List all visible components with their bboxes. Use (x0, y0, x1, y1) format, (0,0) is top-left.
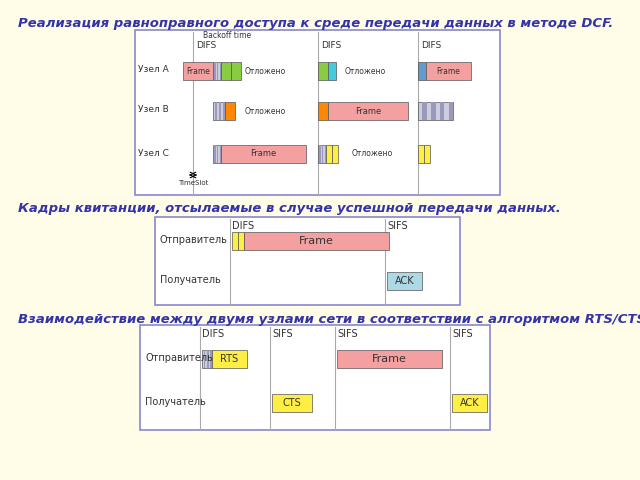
Bar (422, 102, 427, 120)
Bar (183, 62, 213, 80)
Text: Получатель: Получатель (145, 397, 205, 407)
Text: Узел B: Узел B (138, 106, 169, 115)
Bar (135, 30, 500, 195)
Bar (431, 102, 435, 120)
Bar (318, 145, 326, 163)
Bar (219, 102, 221, 120)
Text: TimeSlot: TimeSlot (178, 180, 208, 186)
Bar (387, 272, 422, 290)
Bar (418, 62, 426, 80)
Bar (212, 350, 247, 368)
Bar (221, 145, 306, 163)
Bar (223, 102, 225, 120)
Bar (231, 62, 241, 80)
Text: SIFS: SIFS (387, 221, 408, 231)
Bar (217, 62, 218, 80)
Bar (215, 102, 217, 120)
Bar (244, 232, 389, 250)
Bar (418, 145, 424, 163)
Text: SIFS: SIFS (452, 329, 472, 339)
Text: Отложено: Отложено (344, 67, 386, 75)
Bar (204, 350, 205, 368)
Text: ACK: ACK (460, 398, 479, 408)
Text: Frame: Frame (250, 149, 276, 158)
Text: DIFS: DIFS (196, 41, 216, 50)
Bar (217, 145, 218, 163)
Bar (225, 102, 235, 120)
Text: Реализация равноправного доступа к среде передачи данных в методе DCF.: Реализация равноправного доступа к среде… (18, 17, 613, 30)
Bar (232, 232, 238, 250)
Text: Получатель: Получатель (160, 275, 221, 285)
Text: SIFS: SIFS (272, 329, 292, 339)
Bar (272, 394, 312, 412)
Text: Узел C: Узел C (138, 148, 169, 157)
Text: Frame: Frame (355, 107, 381, 116)
Text: Отправитель: Отправитель (145, 353, 213, 363)
Bar (452, 394, 487, 412)
Text: CTS: CTS (283, 398, 301, 408)
Bar (328, 62, 336, 80)
Text: Отправитель: Отправитель (160, 235, 228, 245)
Bar (326, 145, 332, 163)
Bar (318, 102, 328, 120)
Text: Отложено: Отложено (244, 107, 285, 116)
Text: DIFS: DIFS (232, 221, 254, 231)
Bar (214, 145, 216, 163)
Text: Взаимодействие между двумя узлами сети в соответствии с алгоритмом RTS/CTS: Взаимодействие между двумя узлами сети в… (18, 313, 640, 326)
Text: ACK: ACK (395, 276, 414, 286)
Text: RTS: RTS (220, 354, 239, 364)
Bar (426, 62, 471, 80)
Bar (238, 232, 244, 250)
Bar (207, 350, 209, 368)
Bar (220, 145, 221, 163)
Bar (332, 145, 338, 163)
Bar (220, 62, 221, 80)
Text: Отложено: Отложено (244, 67, 285, 75)
Bar (449, 102, 453, 120)
Bar (440, 102, 444, 120)
Bar (337, 350, 442, 368)
Text: Frame: Frame (299, 236, 334, 246)
Text: Backoff time: Backoff time (203, 31, 251, 40)
Bar (221, 62, 231, 80)
Text: DIFS: DIFS (321, 41, 341, 50)
Bar (211, 350, 212, 368)
Bar (322, 145, 323, 163)
Bar (140, 325, 490, 430)
Text: Отложено: Отложено (351, 149, 392, 158)
Text: Кадры квитанции, отсылаемые в случае успешной передачи данных.: Кадры квитанции, отсылаемые в случае усп… (18, 202, 561, 215)
Text: Frame: Frame (186, 67, 210, 75)
Bar (424, 145, 430, 163)
Text: DIFS: DIFS (202, 329, 224, 339)
Text: Frame: Frame (372, 354, 407, 364)
Bar (318, 62, 328, 80)
Text: DIFS: DIFS (421, 41, 441, 50)
Text: Узел A: Узел A (138, 65, 169, 74)
Bar (213, 62, 221, 80)
Bar (213, 102, 225, 120)
Text: SIFS: SIFS (337, 329, 358, 339)
Bar (319, 145, 321, 163)
Bar (213, 145, 221, 163)
Bar (202, 350, 212, 368)
Bar (214, 62, 216, 80)
Bar (328, 102, 408, 120)
Bar (418, 102, 453, 120)
Bar (324, 145, 326, 163)
Text: Frame: Frame (436, 67, 460, 75)
Bar (155, 217, 460, 305)
